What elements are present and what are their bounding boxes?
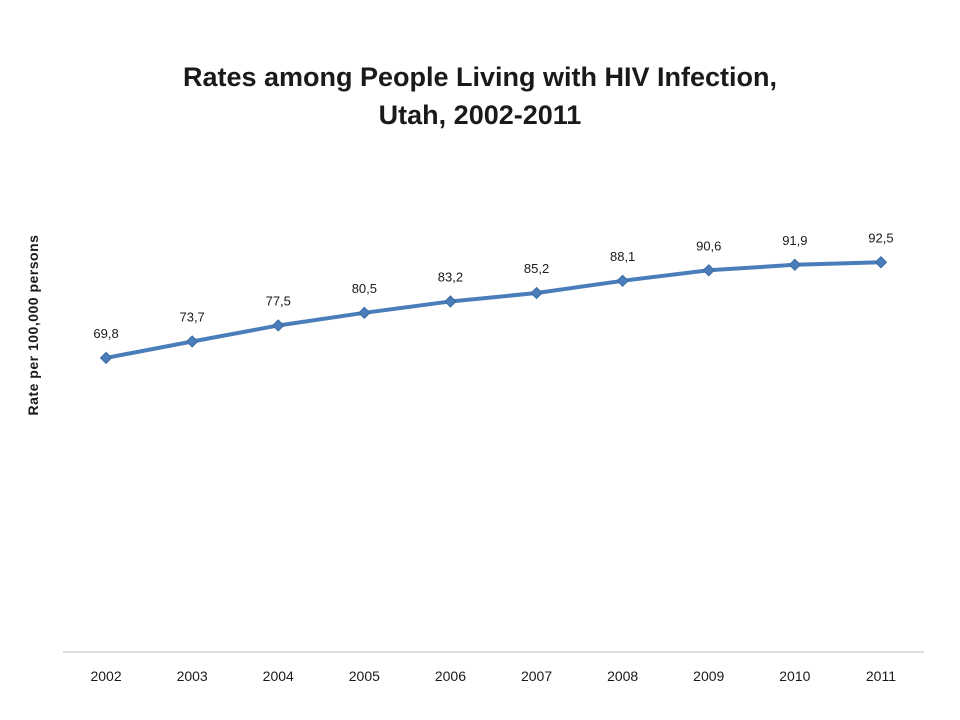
x-tick-label: 2003 bbox=[177, 668, 208, 684]
data-point-marker bbox=[530, 286, 543, 300]
data-point-marker bbox=[358, 306, 371, 320]
data-label: 90,6 bbox=[696, 238, 721, 253]
x-tick-label: 2010 bbox=[779, 668, 810, 684]
data-label: 91,9 bbox=[782, 233, 807, 248]
chart-title-line-2: Utah, 2002-2011 bbox=[378, 100, 582, 130]
data-label: 92,5 bbox=[868, 230, 893, 245]
data-point-marker bbox=[874, 256, 888, 269]
x-tick-label: 2011 bbox=[866, 668, 896, 684]
data-label: 77,5 bbox=[266, 293, 291, 308]
data-label: 83,2 bbox=[438, 269, 463, 284]
data-label: 69,8 bbox=[93, 326, 118, 341]
x-tick-label: 2005 bbox=[349, 668, 380, 684]
data-point-marker bbox=[444, 295, 457, 308]
chart-title: Rates among People Living with HIV Infec… bbox=[0, 58, 960, 134]
x-tick-label: 2004 bbox=[263, 668, 294, 684]
data-label: 80,5 bbox=[352, 281, 377, 296]
data-label: 85,2 bbox=[524, 261, 549, 276]
data-point-marker bbox=[99, 351, 113, 365]
series-line bbox=[104, 260, 883, 360]
data-point-marker bbox=[702, 264, 715, 277]
x-tick-label: 2007 bbox=[521, 668, 552, 684]
data-point-marker bbox=[272, 319, 285, 332]
data-label: 88,1 bbox=[610, 249, 635, 264]
x-tick-label: 2008 bbox=[607, 668, 638, 684]
data-point-marker bbox=[788, 258, 802, 272]
data-point-marker bbox=[185, 335, 199, 348]
x-tick-label: 2002 bbox=[90, 668, 121, 684]
data-label: 73,7 bbox=[179, 309, 204, 324]
x-tick-label: 2009 bbox=[693, 668, 724, 684]
x-tick-label: 2006 bbox=[435, 668, 466, 684]
chart-title-line-1: Rates among People Living with HIV Infec… bbox=[182, 62, 778, 92]
data-point-marker bbox=[616, 274, 629, 288]
